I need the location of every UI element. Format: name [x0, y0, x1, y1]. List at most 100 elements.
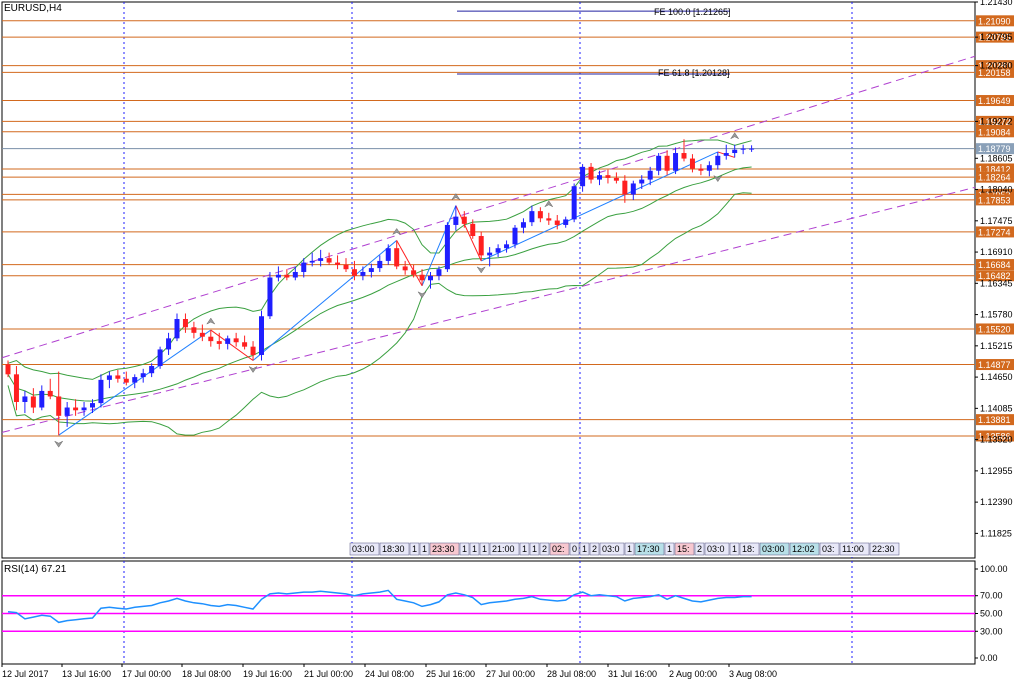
price-axis-label: 1.15215 — [980, 341, 1013, 351]
candle-body — [47, 390, 53, 397]
main-frame — [1, 1, 976, 559]
channel-lower-line — [1, 186, 976, 433]
time-tag-label: 21:00 — [492, 544, 515, 554]
candle-body — [706, 165, 712, 171]
price-axis-label: 1.17475 — [980, 216, 1013, 226]
price-level-tag-label: 1.15520 — [978, 324, 1011, 334]
price-axis-label: 1.21430 — [980, 0, 1013, 7]
candle-body — [385, 248, 391, 261]
time-tag — [789, 542, 820, 556]
price-level-tag-label: 1.21090 — [978, 16, 1011, 26]
price-level-tag — [976, 31, 1014, 43]
time-axis-label: 13 Jul 16:00 — [62, 669, 111, 679]
candle-body — [140, 373, 146, 378]
candle-body — [208, 336, 214, 342]
candle-body — [149, 366, 155, 374]
fractal-marker-icon — [391, 227, 402, 236]
rsi-title: RSI(14) 67.21 — [4, 564, 67, 575]
time-tag-label: 1 — [582, 544, 587, 554]
price-level-tag-label: 1.19649 — [978, 96, 1011, 106]
price-level-tag-label: 1.17853 — [978, 195, 1011, 205]
time-tag-label: 12:02 — [792, 544, 815, 554]
time-tag — [664, 542, 675, 556]
time-tag — [759, 542, 790, 556]
time-axis-label: 12 Jul 2017 — [2, 669, 49, 679]
price-axis-label: 1.14085 — [980, 403, 1013, 413]
candle-body — [740, 148, 746, 150]
candle-body — [529, 211, 535, 223]
candle-body — [166, 338, 172, 350]
candle-body — [470, 223, 476, 237]
candle-body — [588, 166, 594, 180]
price-level-tag — [976, 60, 1014, 72]
candle-body — [115, 375, 121, 379]
price-level-tag-label: 1.20795 — [978, 33, 1011, 43]
time-tag — [739, 542, 760, 556]
time-tag-label: 11:00 — [842, 544, 864, 554]
time-tag — [549, 542, 570, 556]
candle-body — [478, 236, 484, 256]
zigzag-segment — [210, 329, 254, 361]
candle-body — [39, 390, 45, 408]
time-tag-label: 1 — [532, 544, 537, 554]
time-tag — [819, 542, 840, 556]
price-level-tag — [976, 270, 1014, 282]
time-axis-label: 3 Aug 08:00 — [729, 669, 777, 679]
candle-body — [664, 155, 670, 171]
candle-body — [56, 396, 62, 416]
price-level-tag — [976, 66, 1014, 78]
bollinger-lower — [7, 192, 752, 436]
candle-body — [681, 153, 687, 159]
fractal-marker-icon — [544, 200, 554, 208]
time-tag-label: 1 — [472, 544, 477, 554]
candle-body — [411, 270, 417, 275]
candle-body — [326, 258, 332, 263]
candle-body — [132, 377, 138, 383]
candle-body — [250, 346, 256, 355]
candle-body — [216, 341, 222, 344]
candle-body — [622, 180, 628, 195]
price-level-tag-label: 1.13586 — [978, 431, 1011, 441]
price-level-tag-label: 1.20158 — [978, 68, 1011, 78]
fractal-marker-icon — [729, 132, 740, 140]
price-axis-label: 1.14650 — [980, 372, 1013, 382]
price-level-tag-label: 1.19084 — [978, 127, 1011, 137]
price-axis-label: 1.18040 — [980, 185, 1013, 195]
candle-body — [64, 407, 70, 416]
fractal-marker-icon — [248, 365, 258, 373]
zigzag-segment — [396, 240, 423, 287]
rsi-axis-label: 0.00 — [980, 653, 998, 663]
time-tag — [479, 542, 490, 556]
time-tag — [589, 542, 600, 556]
time-tag — [519, 542, 530, 556]
price-level-tag-label: 1.18779 — [978, 144, 1011, 154]
candle-body — [656, 155, 662, 171]
time-tag — [704, 542, 730, 556]
price-axis-label: 1.12390 — [980, 497, 1013, 507]
channel-upper-line — [1, 55, 976, 359]
candle-body — [301, 262, 307, 272]
price-level-tag — [976, 171, 1014, 183]
price-level-tag — [976, 115, 1014, 127]
price-level-tag-label: 1.19272 — [978, 117, 1011, 127]
price-level-tag — [976, 126, 1014, 138]
time-tag — [379, 542, 410, 556]
price-axis-label: 1.13520 — [980, 435, 1013, 445]
time-tag-label: 2 — [592, 544, 597, 554]
price-axis-label: 1.20280 — [980, 61, 1013, 71]
candle-body — [673, 153, 679, 171]
time-axis-label: 2 Aug 00:00 — [669, 669, 717, 679]
candle-body — [81, 407, 87, 411]
candle-body — [723, 153, 729, 156]
candle-body — [487, 252, 493, 256]
time-tag-label: 17:30 — [637, 544, 660, 554]
time-tag-label: 1 — [412, 544, 417, 554]
fractal-marker-icon — [451, 193, 461, 201]
candle-body — [98, 379, 104, 404]
price-level-tag-label: 1.13881 — [978, 415, 1011, 425]
rsi-axis-label: 50.00 — [980, 609, 1003, 619]
fractal-marker-icon — [206, 317, 216, 325]
price-axis-label: 1.15780 — [980, 310, 1013, 320]
time-tag — [624, 542, 635, 556]
